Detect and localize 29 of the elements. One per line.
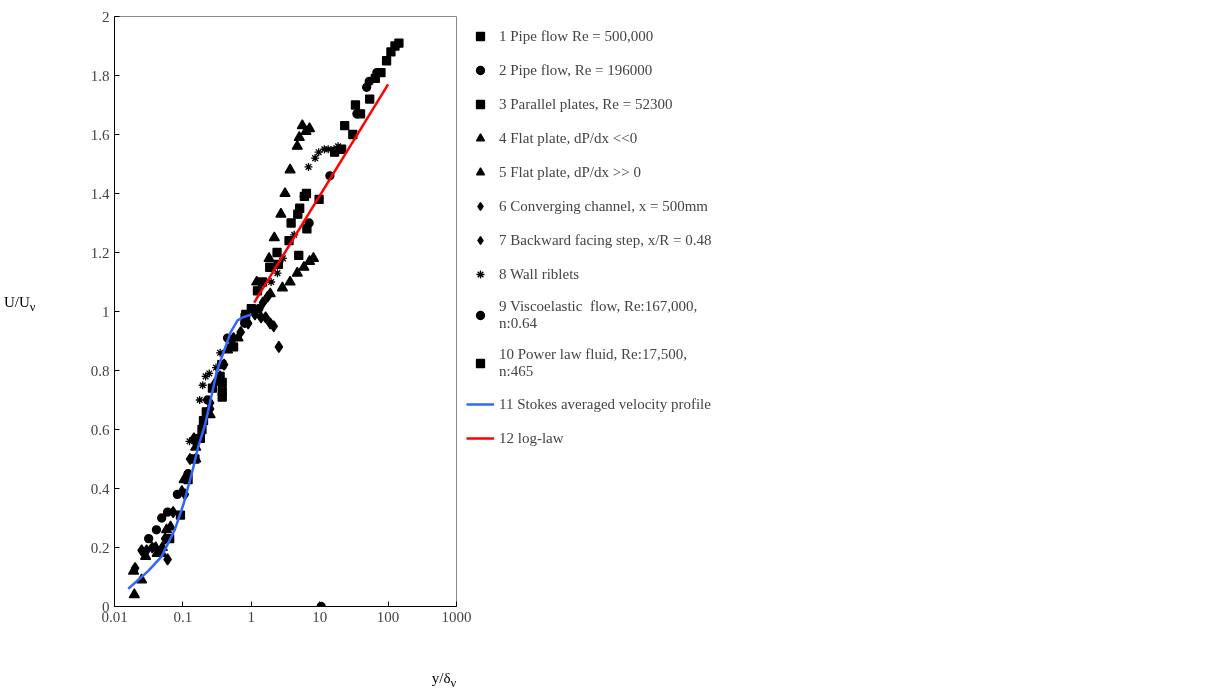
legend-label: 6 Converging channel, x = 500mm bbox=[499, 197, 708, 215]
y-tick-label: 2 bbox=[102, 8, 110, 25]
x-tick-label: 1 bbox=[247, 608, 256, 625]
legend-label: 8 Wall riblets bbox=[499, 265, 580, 283]
legend-label: 4 Flat plate, dP/dx <<0 bbox=[499, 129, 638, 147]
y-axis-title: U/U$_{ν}$ bbox=[4, 293, 36, 316]
legend-label: 9 Viscoelastic flow, Re:167,000, n:0.64 bbox=[499, 298, 698, 332]
legend-label: 5 Flat plate, dP/dx >> 0 bbox=[499, 163, 641, 181]
legend-label: 7 Backward facing step, x/R = 0.48 bbox=[499, 231, 712, 249]
legend-label: 11 Stokes averaged velocity profile bbox=[499, 395, 711, 413]
y-tick-label: 1.2 bbox=[90, 244, 110, 261]
x-axis-title: y/δ$_{ν}$ bbox=[431, 669, 457, 692]
x-tick-label: 100 bbox=[376, 608, 400, 625]
x-tick-label: 10 bbox=[312, 608, 328, 625]
legend-label: 10 Power law fluid, Re:17,500, n:465 bbox=[499, 346, 687, 380]
y-tick-label: 1 bbox=[102, 303, 110, 320]
y-tick-label: 0.4 bbox=[90, 480, 110, 497]
y-tick-label: 0.6 bbox=[90, 421, 110, 438]
y-tick-label: 1.4 bbox=[90, 185, 110, 202]
legend-label: 1 Pipe flow Re = 500,000 bbox=[499, 27, 654, 45]
y-tick-label: 1.6 bbox=[90, 126, 110, 143]
y-tick-label: 0.2 bbox=[90, 539, 110, 556]
legend-label: 3 Parallel plates, Re = 52300 bbox=[499, 95, 673, 113]
y-tick-label: 1.8 bbox=[90, 67, 110, 84]
legend-label: 12 log-law bbox=[499, 429, 564, 447]
x-tick-label: 1000 bbox=[441, 608, 472, 625]
x-tick-label: 0.1 bbox=[173, 608, 193, 625]
y-tick-label: 0.8 bbox=[90, 362, 110, 379]
legend-label: 2 Pipe flow, Re = 196000 bbox=[499, 61, 653, 79]
